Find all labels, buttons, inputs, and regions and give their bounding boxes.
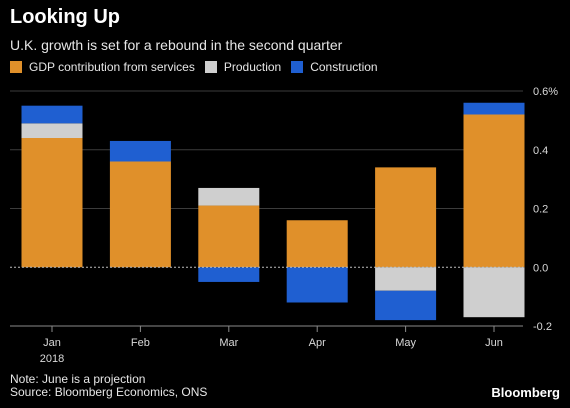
- bar-construction-jan: [21, 105, 83, 124]
- note-text: Note: June is a projection: [10, 372, 146, 386]
- legend-item-construction: Construction: [291, 60, 378, 74]
- x-tick-label: Mar: [219, 337, 238, 349]
- bar-construction-jun: [463, 102, 525, 115]
- x-tick-label: Jan: [43, 337, 61, 349]
- legend-label-construction: Construction: [310, 60, 378, 74]
- x-tick-label: Jun: [485, 337, 503, 349]
- bar-services-apr: [286, 220, 348, 268]
- bar-production-mar: [198, 187, 260, 206]
- y-tick-label: -0.2: [533, 321, 552, 333]
- y-tick-label: 0.4: [533, 145, 548, 157]
- legend-item-production: Production: [204, 60, 282, 74]
- chart-footnote: Note: June is a projection Source: Bloom…: [10, 373, 207, 399]
- bar-services-mar: [198, 205, 260, 268]
- x-tick-label: Feb: [131, 337, 150, 349]
- bar-construction-apr: [286, 267, 348, 303]
- x-tick-label: May: [395, 337, 416, 349]
- chart-title: Looking Up: [10, 6, 120, 28]
- bar-construction-may: [375, 290, 437, 321]
- legend: GDP contribution from services Productio…: [10, 60, 388, 74]
- legend-item-services: GDP contribution from services: [10, 60, 195, 74]
- bar-construction-feb: [109, 140, 171, 162]
- bar-services-jun: [463, 114, 525, 268]
- bar-services-feb: [109, 161, 171, 268]
- legend-swatch-production: [204, 61, 217, 73]
- bar-production-may: [375, 267, 437, 291]
- chart-subtitle: U.K. growth is set for a rebound in the …: [10, 37, 343, 53]
- x-tick-label: Apr: [309, 337, 326, 349]
- source-text: Source: Bloomberg Economics, ONS: [10, 385, 208, 399]
- x-year-label: 2018: [40, 353, 64, 365]
- y-tick-label: 0.2: [533, 204, 548, 216]
- bar-production-jun: [463, 267, 525, 318]
- legend-swatch-services: [10, 61, 22, 73]
- bar-services-jan: [21, 138, 83, 268]
- bar-services-may: [375, 167, 437, 268]
- y-tick-label: 0.6%: [533, 86, 558, 98]
- bloomberg-logo: Bloomberg: [491, 385, 560, 400]
- bar-construction-mar: [198, 267, 260, 282]
- legend-label-production: Production: [223, 60, 282, 74]
- bar-production-jan: [21, 123, 83, 138]
- legend-swatch-construction: [291, 61, 304, 73]
- y-tick-label: 0.0: [533, 262, 548, 274]
- legend-label-services: GDP contribution from services: [29, 60, 195, 74]
